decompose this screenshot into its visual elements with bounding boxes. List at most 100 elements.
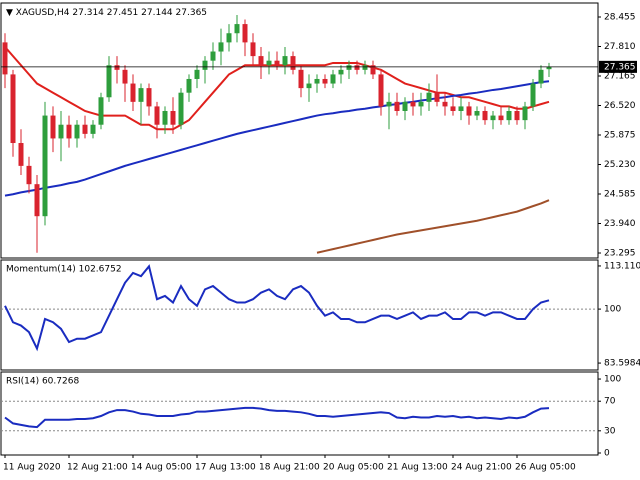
candle-body — [410, 101, 416, 107]
candle-body — [242, 24, 248, 43]
candle-body — [258, 56, 264, 66]
candle-body — [138, 88, 144, 102]
candle-body — [378, 74, 384, 107]
candle-body — [346, 65, 352, 70]
candle-body — [10, 74, 16, 144]
candle-body — [354, 65, 360, 70]
candle-body — [234, 24, 240, 34]
ohlc-open: 27.314 — [72, 8, 104, 18]
candle-body — [154, 106, 160, 125]
candle-body — [314, 78, 320, 84]
y-tick-label: 70 — [604, 397, 616, 407]
candle-body — [90, 124, 96, 134]
y-tick-label: 100 — [604, 375, 621, 385]
candle-body — [210, 51, 216, 61]
candle-body — [98, 97, 104, 125]
candle-body — [482, 110, 488, 121]
ohlc-high: 27.451 — [107, 8, 139, 18]
candle-body — [442, 101, 448, 107]
candle-body — [530, 83, 536, 107]
candle-body — [130, 83, 136, 102]
x-tick-label: 18 Aug 21:00 — [259, 463, 320, 473]
x-tick-label: 14 Aug 05:00 — [131, 463, 192, 473]
candle-body — [82, 124, 88, 134]
candle-body — [226, 33, 232, 43]
candle-body — [418, 101, 424, 107]
y-tick-label: 30 — [604, 426, 616, 436]
candle-body — [114, 65, 120, 70]
line — [4, 80, 550, 197]
x-tick-label: 21 Aug 13:00 — [387, 463, 448, 473]
ohlc-close: 27.365 — [176, 8, 208, 18]
candle-body — [546, 66, 552, 70]
y-tick-label: 26.520 — [604, 101, 636, 111]
candle-body — [362, 65, 368, 70]
candle-body — [426, 92, 432, 102]
candle-body — [498, 115, 504, 121]
candle-body — [322, 78, 328, 84]
y-tick-label: 23.295 — [604, 249, 636, 259]
x-tick-label: 20 Aug 05:00 — [323, 463, 384, 473]
symbol: XAGUSD,H4 — [16, 8, 70, 18]
candle-body — [26, 165, 32, 185]
candle-body — [178, 92, 184, 125]
ohlc-low: 27.144 — [141, 8, 173, 18]
candle-body — [266, 60, 272, 66]
candle-body — [50, 115, 56, 139]
candle-body — [18, 143, 24, 166]
line — [4, 406, 550, 429]
candle-body — [330, 74, 336, 84]
candle-body — [282, 56, 288, 66]
candle-body — [58, 124, 64, 139]
candle-body — [202, 60, 208, 70]
candle-body — [506, 110, 512, 121]
y-tick-label: 23.940 — [604, 219, 636, 229]
candle-body — [394, 101, 400, 111]
candle-body — [74, 124, 80, 139]
pane-title: ▼ XAGUSD,H4 27.314 27.451 27.144 27.365 — [6, 8, 207, 18]
candle-body — [146, 88, 152, 107]
candle-body — [538, 69, 544, 84]
y-tick-label: 24.585 — [604, 190, 636, 200]
candle-body — [274, 60, 280, 66]
y-tick-label: 83.5984 — [604, 359, 640, 369]
pane-title: Momentum(14) 102.6752 — [6, 265, 122, 275]
candle-body — [290, 56, 296, 70]
candle-body — [306, 83, 312, 89]
candle-body — [522, 106, 528, 121]
y-tick-label: 113.1103 — [604, 261, 640, 271]
candle-body — [466, 106, 472, 116]
candle-body — [298, 69, 304, 89]
candle-body — [106, 65, 112, 98]
y-tick-label: 0 — [604, 449, 610, 459]
line — [4, 264, 550, 352]
candle-body — [34, 184, 40, 217]
candle-body — [338, 69, 344, 75]
candle-body — [170, 110, 176, 125]
candle-body — [474, 110, 480, 116]
candle-body — [122, 69, 128, 84]
candle-body — [386, 101, 392, 107]
candle-body — [66, 124, 72, 139]
y-tick-label: 100 — [604, 305, 621, 315]
candle-body — [250, 42, 256, 57]
candle-body — [514, 110, 520, 121]
pane — [0, 371, 599, 456]
candle-body — [194, 69, 200, 79]
x-tick-label: 12 Aug 21:00 — [67, 463, 128, 473]
candle-body — [162, 110, 168, 125]
pane-title: RSI(14) 60.7268 — [6, 377, 79, 387]
x-tick-label: 26 Aug 05:00 — [515, 463, 576, 473]
price-tag-label: 27.365 — [604, 62, 636, 72]
x-tick-label: 17 Aug 13:00 — [195, 463, 256, 473]
candle-body — [42, 115, 48, 217]
title-icon: ▼ — [6, 8, 16, 18]
y-tick-label: 25.875 — [604, 131, 636, 141]
y-tick-label: 27.810 — [604, 42, 636, 52]
price-tag — [599, 60, 637, 73]
candle-body — [434, 92, 440, 102]
y-tick-label: 27.165 — [604, 72, 636, 82]
line — [316, 199, 550, 254]
candle-body — [370, 65, 376, 75]
y-tick-label: 25.230 — [604, 160, 636, 170]
